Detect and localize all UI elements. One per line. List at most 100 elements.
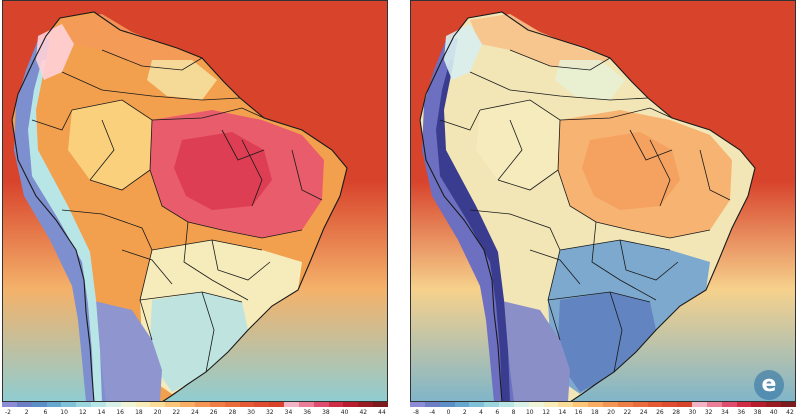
- color-scale-bar-left: [2, 402, 388, 407]
- country-border-left: [101, 49, 203, 71]
- scale-swatch: [602, 402, 618, 407]
- scale-swatch: [150, 402, 166, 407]
- region-andes-core-right: [436, 60, 510, 402]
- scale-swatch: [31, 402, 47, 407]
- temperature-map-right: [410, 0, 796, 402]
- scale-swatch: [454, 402, 470, 407]
- region-guiana-right: [555, 60, 625, 100]
- scale-tick-label: 20: [153, 409, 162, 416]
- scale-tick-label: 40: [769, 409, 778, 416]
- scale-swatch: [543, 402, 559, 407]
- scale-swatch: [410, 402, 425, 407]
- scale-swatch: [558, 402, 574, 407]
- scale-tick-label: 34: [284, 409, 293, 416]
- scale-tick-label: 38: [322, 409, 330, 416]
- region-amazon-west-right: [476, 100, 560, 190]
- scale-swatch: [16, 402, 32, 407]
- scale-swatch: [617, 402, 633, 407]
- scale-swatch: [298, 402, 314, 407]
- scale-swatch: [751, 402, 767, 407]
- watermark-logo-icon: e: [754, 370, 784, 400]
- scale-swatch: [632, 402, 648, 407]
- scale-swatch: [588, 402, 603, 407]
- scale-tick-label: 6: [495, 409, 500, 416]
- color-scale-right: -8 -4 0 2 4 6 8 10 12 14 16 18 20 22 24 26 28 30 32 34 36 38 4…: [410, 402, 796, 420]
- country-border-right: [699, 149, 731, 201]
- scale-tick-label: 30: [688, 409, 697, 416]
- scale-swatch: [439, 402, 455, 407]
- scale-swatch: [105, 402, 121, 407]
- country-border-right: [469, 71, 649, 101]
- color-scale-bar-right: [410, 402, 796, 407]
- scale-swatch: [692, 402, 707, 407]
- country-border-right: [439, 109, 481, 131]
- region-andes-core-left: [28, 60, 102, 402]
- scale-swatch: [573, 402, 589, 407]
- scale-tick-label: 18: [591, 409, 599, 416]
- scale-tick-label: 4: [479, 409, 483, 416]
- country-border-left: [211, 239, 271, 281]
- temperature-map-left: [2, 0, 388, 402]
- scale-tick-label: 24: [639, 409, 648, 416]
- scale-swatch: [662, 402, 678, 407]
- watermark-glyph: e: [761, 372, 777, 397]
- map-panel-right: -8 -4 0 2 4 6 8 10 12 14 16 18 20 22 24 26 28 30 32 34 36 38 4…: [410, 0, 796, 420]
- scale-tick-label: 38: [753, 409, 762, 416]
- scale-swatch: [209, 402, 225, 407]
- scale-swatch: [284, 402, 299, 407]
- scale-swatch: [513, 402, 529, 407]
- scale-tick-label: 16: [116, 409, 125, 416]
- scale-tick-label: 20: [607, 409, 615, 416]
- scale-swatch: [528, 402, 544, 407]
- scale-tick-label: 24: [191, 409, 199, 416]
- scale-swatch: [46, 402, 62, 407]
- color-scale-left: -2 2 6 10 12 14 16 18 20 22 24 26 28 30 32 34 36 38 40 42 44: [2, 402, 388, 420]
- country-border-right: [609, 291, 623, 373]
- scale-swatch: [165, 402, 181, 407]
- scale-tick-label: 36: [303, 409, 312, 416]
- scale-swatch: [2, 402, 17, 407]
- country-border-left: [31, 109, 73, 131]
- scale-swatch: [269, 402, 285, 407]
- country-border-right: [629, 129, 673, 161]
- scale-tick-label: 16: [574, 409, 583, 416]
- region-north-coast-left: [62, 14, 202, 70]
- country-border-left: [61, 71, 241, 101]
- scale-swatch: [677, 402, 693, 407]
- scale-swatch: [706, 402, 722, 407]
- coastline-right: [419, 11, 756, 402]
- country-border-left: [221, 129, 265, 161]
- map-frame-left: [2, 0, 388, 402]
- scale-tick-label: 34: [721, 409, 729, 416]
- region-patagonia-right: [498, 300, 570, 402]
- scale-tick-label: 28: [228, 409, 237, 416]
- scale-swatch: [224, 402, 240, 407]
- scale-swatch: [91, 402, 106, 407]
- scale-swatch: [76, 402, 92, 407]
- country-border-left: [61, 209, 153, 341]
- region-guiana-left: [147, 60, 217, 100]
- scale-tick-label: 32: [265, 409, 274, 416]
- scale-swatch: [343, 402, 359, 407]
- country-border-right: [479, 99, 673, 121]
- scale-tick-label: -2: [5, 409, 11, 416]
- scale-swatch: [647, 402, 663, 407]
- scale-tick-label: 2: [24, 409, 29, 416]
- country-border-right: [591, 221, 657, 301]
- scale-tick-label: 36: [737, 409, 746, 416]
- country-border-right: [469, 209, 561, 341]
- scale-tick-label: 28: [672, 409, 680, 416]
- color-scale-labels-left: -2 2 6 10 12 14 16 18 20 22 24 26 28 30 32 34 36 38 40 42 44: [2, 409, 388, 419]
- scale-swatch: [781, 402, 796, 407]
- scale-tick-label: 44: [378, 409, 386, 416]
- map-panel-left: -2 2 6 10 12 14 16 18 20 22 24 26 28 30 32 34 36 38 40 42 44: [2, 0, 388, 420]
- scale-tick-label: 12: [78, 409, 87, 416]
- scale-tick-label: 2: [462, 409, 467, 416]
- scale-tick-label: 22: [623, 409, 632, 416]
- map-frame-right: [410, 0, 796, 402]
- scale-tick-label: 42: [786, 409, 794, 416]
- country-border-left: [71, 99, 265, 121]
- country-border-left: [291, 149, 323, 201]
- scale-swatch: [373, 402, 388, 407]
- scale-swatch: [239, 402, 255, 407]
